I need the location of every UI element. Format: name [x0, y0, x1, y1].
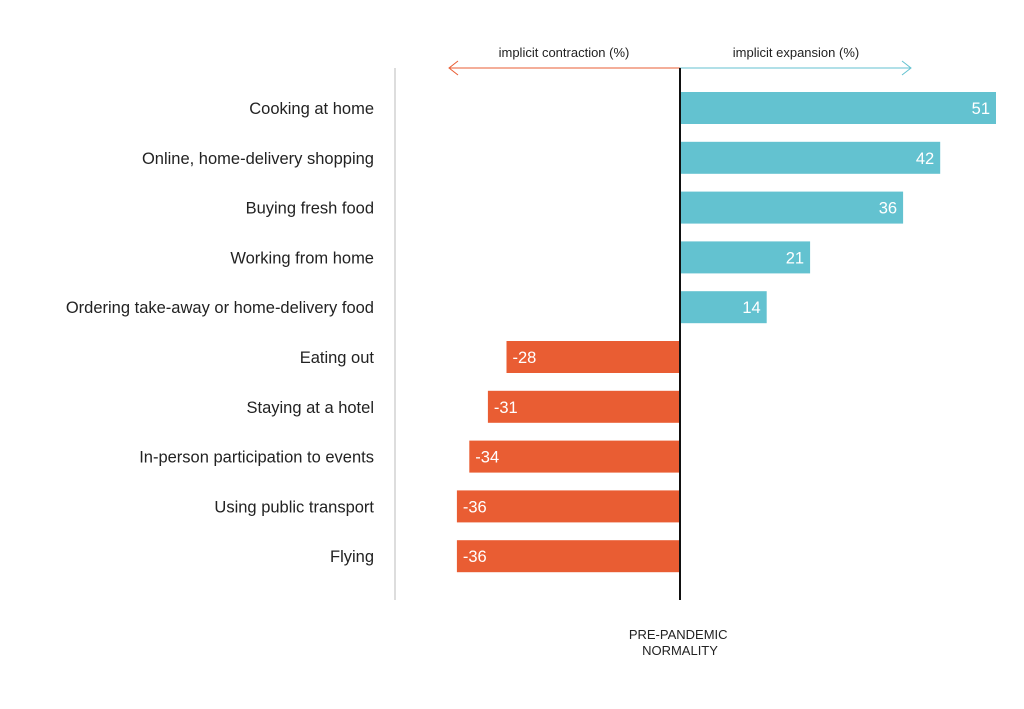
category-label: Buying fresh food	[246, 200, 374, 218]
value-label: -36	[463, 498, 487, 516]
value-label: 51	[972, 100, 990, 118]
bar	[680, 191, 904, 224]
bar	[680, 141, 941, 174]
value-label: 42	[916, 150, 934, 168]
contraction-header: implicit contraction (%)	[499, 45, 630, 60]
value-label: 21	[786, 249, 804, 267]
category-label: Ordering take-away or home-delivery food	[66, 299, 374, 317]
value-label: -36	[463, 548, 487, 566]
category-label: Eating out	[300, 349, 375, 367]
contraction-arrow-head	[448, 60, 459, 76]
category-label: In-person participation to events	[139, 449, 374, 467]
bar	[680, 92, 996, 124]
bar	[456, 490, 680, 523]
value-label: -28	[513, 349, 537, 367]
expansion-header: implicit expansion (%)	[733, 45, 859, 60]
value-label: 36	[879, 200, 897, 218]
category-label: Staying at a hotel	[246, 399, 374, 417]
value-label: -31	[494, 399, 518, 417]
bar	[469, 440, 680, 473]
baseline-label-line-1: PRE-PANDEMIC	[629, 627, 728, 642]
bar	[680, 241, 811, 274]
chart-header: implicit contraction (%) implicit expans…	[448, 45, 912, 76]
baseline-label: PRE-PANDEMIC NORMALITY	[629, 627, 731, 658]
category-label: Online, home-delivery shopping	[142, 150, 374, 168]
baseline-label-line-2: NORMALITY	[642, 643, 718, 658]
value-labels: 51 42 36 21 14 -28 -31 -34 -36 -36	[463, 100, 990, 566]
category-label: Using public transport	[214, 498, 374, 516]
value-label: 14	[742, 299, 760, 317]
category-label: Cooking at home	[249, 100, 374, 118]
bar	[506, 341, 680, 373]
expansion-arrow-head	[901, 60, 912, 76]
category-label: Working from home	[230, 249, 374, 267]
bar	[487, 390, 680, 423]
value-label: -34	[475, 449, 499, 467]
category-labels: Cooking at home Online, home-delivery sho…	[66, 100, 375, 566]
bar	[456, 540, 680, 573]
category-label: Flying	[330, 548, 374, 566]
bar	[680, 291, 767, 324]
bars	[456, 92, 996, 573]
